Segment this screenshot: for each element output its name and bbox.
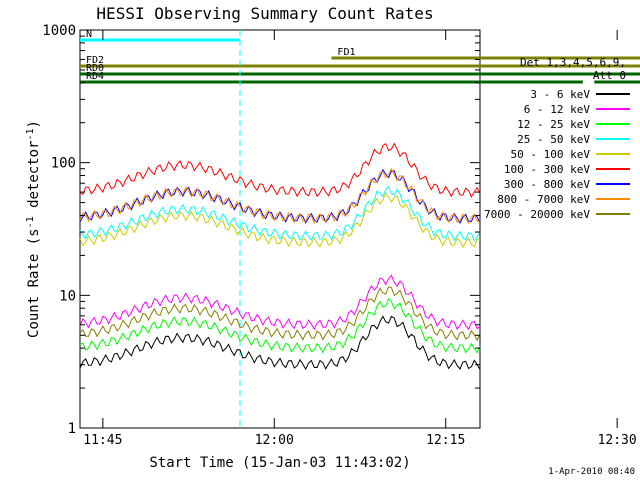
series-line <box>79 167 481 225</box>
plot-frame <box>79 29 481 429</box>
x-tick-label: 11:45 <box>83 433 122 448</box>
y-tick-label: 10 <box>59 288 76 304</box>
flag-bars: NFFD1FD2RD0RD4 <box>80 29 640 84</box>
series-lines <box>79 142 481 371</box>
y-tick-label: 1000 <box>42 23 76 39</box>
legend-label: 12 - 25 keV <box>517 118 590 131</box>
series-line <box>79 274 481 331</box>
legend-label: 50 - 100 keV <box>511 148 591 161</box>
footer-date: 1-Apr-2010 08:40 <box>548 467 635 477</box>
y-axis-label-main: Count Rate (s <box>26 228 42 338</box>
legend-label: 3 - 6 keV <box>530 88 590 101</box>
y-tick-label: 1 <box>68 421 76 437</box>
y-tick-label: 100 <box>51 156 76 172</box>
legend-header: Att 0 <box>593 69 626 82</box>
x-tick-label: 12:00 <box>255 433 294 448</box>
flag-label: FD1 <box>337 47 355 58</box>
series-line <box>79 315 481 371</box>
x-tick-label: 12:30 <box>598 433 637 448</box>
flag-label: RD0 <box>86 63 104 74</box>
y-axis: 1 10 100 1000 <box>42 23 480 437</box>
legend-label: 300 - 800 keV <box>504 178 590 191</box>
legend-label: 25 - 50 keV <box>517 133 590 146</box>
y-axis-label-mid: detector <box>26 141 42 217</box>
series-line <box>79 297 481 354</box>
flag-label: N <box>86 29 92 40</box>
legend-label: 800 - 7000 keV <box>497 193 590 206</box>
chart-title: HESSI Observing Summary Count Rates <box>96 4 433 23</box>
series-line <box>79 192 481 249</box>
legend: Det 1,3,4,5,6,9,Att 03 - 6 keV 6 - 12 keV… <box>484 56 630 221</box>
flag-label: FD2 <box>86 55 104 66</box>
x-axis-label: Start Time (15-Jan-03 11:43:02) <box>149 455 410 471</box>
series-line <box>79 286 481 342</box>
legend-label: 7000 - 20000 keV <box>484 208 590 221</box>
legend-label: 6 - 12 keV <box>524 103 591 116</box>
time-markers <box>239 30 241 428</box>
y-axis-label: Count Rate (s-1 detector-1) <box>25 120 42 338</box>
y-axis-label-sup-2: -1 <box>25 128 36 140</box>
legend-label: 100 - 300 keV <box>504 163 590 176</box>
y-axis-label-sup-1: -1 <box>25 216 36 228</box>
x-tick-label: 12:15 <box>426 433 465 448</box>
legend-header: Det 1,3,4,5,6,9, <box>520 56 626 69</box>
series-line <box>79 185 481 242</box>
series-line <box>79 142 481 198</box>
y-axis-label-close: ) <box>26 120 42 128</box>
flag-label: RD4 <box>86 71 104 82</box>
